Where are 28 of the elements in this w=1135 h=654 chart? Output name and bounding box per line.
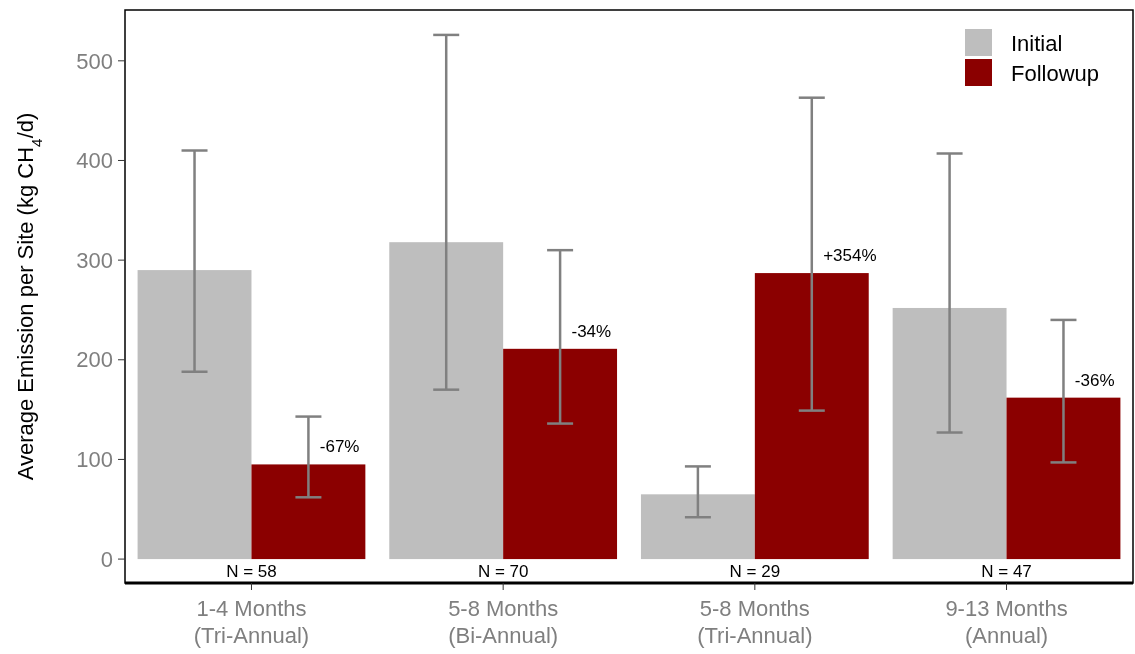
annotation: N = 47 [981,561,1032,581]
x-tick-label: 5-8 Months (Tri-Annual) [697,596,813,648]
bar [503,348,618,560]
bar [251,464,366,560]
annotation: +354% [823,246,877,266]
annotation: N = 70 [477,561,529,581]
y-tick-label: 0 [100,546,113,572]
x-tick-label: 5-8 Months (Bi-Annual) [448,596,559,648]
y-tick-label: 200 [76,347,113,373]
bar [640,494,755,560]
legend-label: Followup [1011,60,1100,86]
annotation: -36% [1074,370,1115,390]
y-tick-label: 100 [76,447,113,473]
annotation: N = 29 [729,561,781,581]
bar [1006,397,1121,560]
bar [892,307,1007,560]
y-tick-label: 400 [76,148,113,174]
bar [754,273,869,560]
annotation: N = 58 [226,561,277,581]
x-tick-label: 1-4 Months (Tri-Annual) [193,596,310,648]
y-tick-label: 300 [76,247,113,273]
annotation: -67% [319,437,360,457]
y-tick-label: 500 [76,48,113,74]
bar [389,242,504,560]
x-tick-label: 9-13 Months (Annual) [945,596,1068,648]
annotation: -34% [571,321,612,341]
bar [137,270,252,560]
legend-label: Initial [1011,30,1063,56]
